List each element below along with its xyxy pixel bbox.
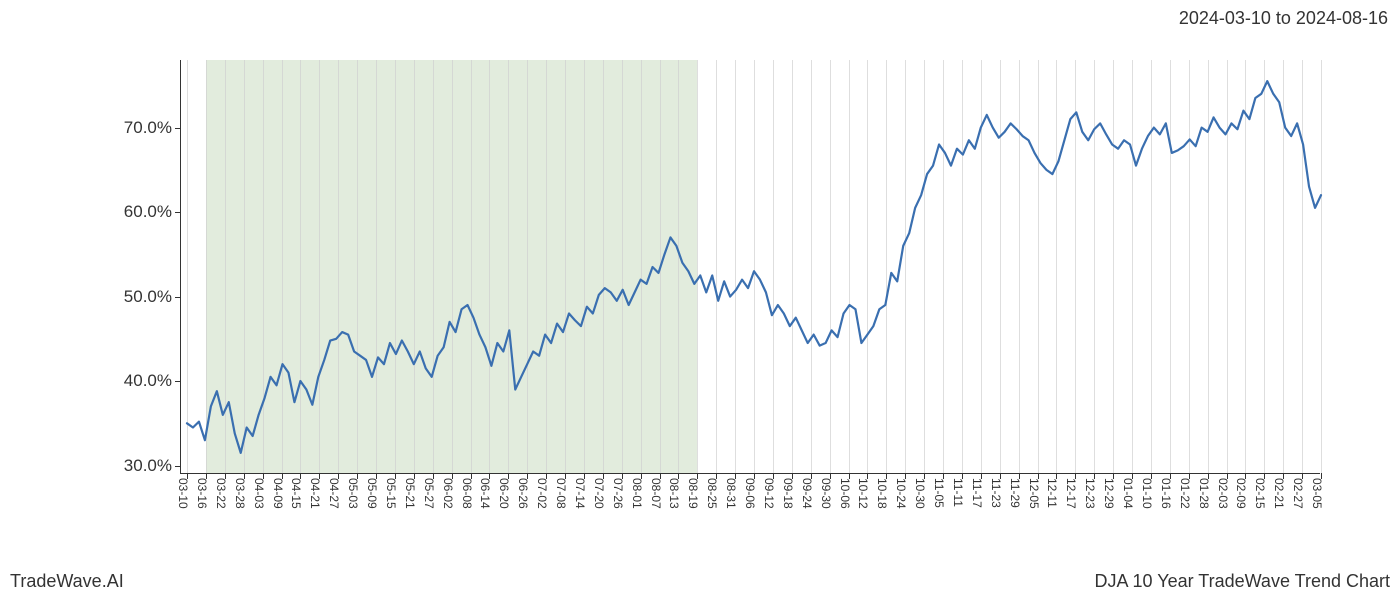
- line-plot: [181, 60, 1320, 473]
- xtick-label: 06-08: [460, 478, 474, 509]
- xtick-label: 11-05: [932, 478, 946, 508]
- xtick-label: 02-15: [1253, 478, 1267, 509]
- xtick-label: 09-12: [762, 478, 776, 509]
- xtick-label: 10-18: [875, 478, 889, 509]
- xtick-label: 12-23: [1083, 478, 1097, 509]
- xtick-label: 09-30: [819, 478, 833, 509]
- xtick-label: 09-06: [743, 478, 757, 509]
- xtick-label: 06-26: [516, 478, 530, 509]
- xtick-label: 09-18: [781, 478, 795, 509]
- xtick-label: 07-26: [611, 478, 625, 509]
- xtick-label: 04-09: [271, 478, 285, 509]
- xtick-label: 04-15: [289, 478, 303, 509]
- xtick-label: 11-23: [989, 478, 1003, 508]
- xtick-label: 01-22: [1178, 478, 1192, 509]
- footer-chart-title: DJA 10 Year TradeWave Trend Chart: [1095, 571, 1391, 592]
- xtick-label: 01-28: [1197, 478, 1211, 509]
- xtick-label: 03-16: [195, 478, 209, 509]
- xtick-label: 08-13: [667, 478, 681, 509]
- xtick-label: 02-03: [1216, 478, 1230, 509]
- xtick-label: 05-15: [384, 478, 398, 509]
- footer-brand: TradeWave.AI: [10, 571, 124, 592]
- xtick-label: 05-21: [403, 478, 417, 509]
- xtick-label: 03-22: [214, 478, 228, 509]
- chart-plot-area: [180, 60, 1320, 474]
- xtick-label: 05-03: [346, 478, 360, 509]
- xtick-label: 08-19: [686, 478, 700, 509]
- xtick-label: 07-20: [592, 478, 606, 509]
- xtick-label: 01-04: [1121, 478, 1135, 509]
- xtick-label: 11-29: [1008, 478, 1022, 508]
- xtick-label: 01-16: [1159, 478, 1173, 509]
- xtick-label: 08-01: [630, 478, 644, 509]
- xtick-label: 12-11: [1045, 478, 1059, 508]
- ytick-label: 50.0%: [92, 287, 172, 307]
- xtick-label: 04-27: [327, 478, 341, 509]
- xtick-label: 09-24: [800, 478, 814, 509]
- ytick-label: 60.0%: [92, 202, 172, 222]
- xtick-label: 07-02: [535, 478, 549, 509]
- xtick-label: 08-25: [705, 478, 719, 509]
- xtick-label: 12-17: [1064, 478, 1078, 509]
- xtick-label: 11-17: [970, 478, 984, 508]
- xtick-label: 05-09: [365, 478, 379, 509]
- xtick-label: 04-03: [252, 478, 266, 509]
- xtick-label: 02-09: [1234, 478, 1248, 509]
- xtick-label: 11-11: [951, 478, 965, 507]
- xtick-label: 02-27: [1291, 478, 1305, 509]
- ytick-label: 40.0%: [92, 371, 172, 391]
- xtick-label: 12-29: [1102, 478, 1116, 509]
- xtick-label: 03-10: [176, 478, 190, 509]
- xtick-label: 07-14: [573, 478, 587, 509]
- date-range-label: 2024-03-10 to 2024-08-16: [1179, 8, 1388, 29]
- xtick-label: 10-12: [856, 478, 870, 509]
- ytick-label: 70.0%: [92, 118, 172, 138]
- xtick-label: 06-14: [478, 478, 492, 509]
- xtick-label: 08-31: [724, 478, 738, 509]
- xtick-label: 07-08: [554, 478, 568, 509]
- xtick-label: 03-05: [1310, 478, 1324, 509]
- xtick-label: 01-10: [1140, 478, 1154, 509]
- xtick-label: 02-21: [1272, 478, 1286, 509]
- xtick-label: 10-24: [894, 478, 908, 509]
- xtick-label: 12-05: [1027, 478, 1041, 509]
- xtick-label: 08-07: [649, 478, 663, 509]
- xtick-label: 03-28: [233, 478, 247, 509]
- xtick-label: 05-27: [422, 478, 436, 509]
- xtick-label: 06-20: [497, 478, 511, 509]
- xtick-label: 06-02: [441, 478, 455, 509]
- xtick-label: 04-21: [308, 478, 322, 509]
- ytick-label: 30.0%: [92, 456, 172, 476]
- xtick-label: 10-30: [913, 478, 927, 509]
- xtick-label: 10-06: [838, 478, 852, 509]
